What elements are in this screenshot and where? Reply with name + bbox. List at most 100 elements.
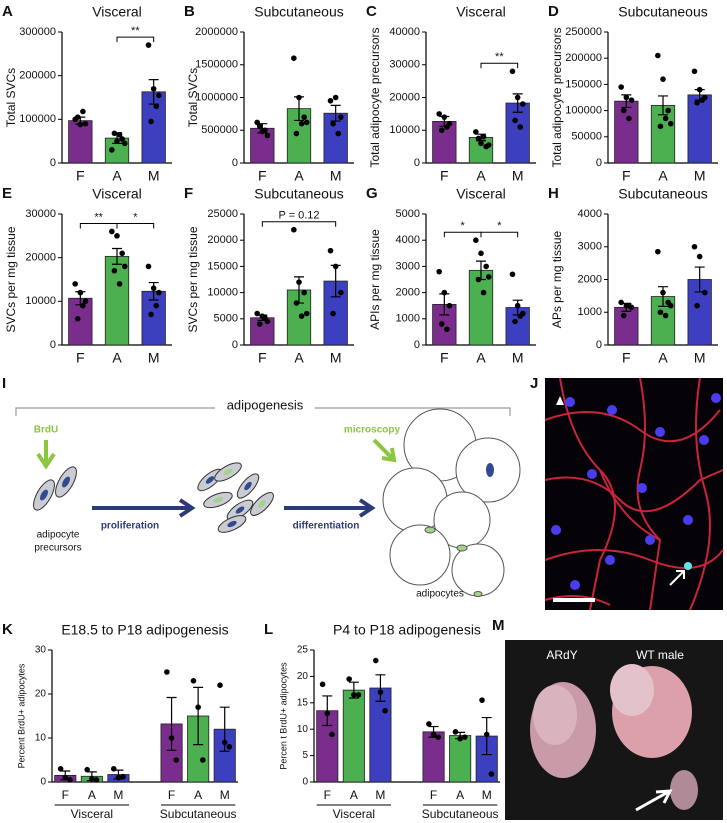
x-tick-label: M bbox=[330, 350, 342, 366]
data-point bbox=[691, 68, 698, 75]
x-tick-label: M bbox=[148, 168, 160, 184]
y-tick-label: 5 bbox=[302, 750, 308, 761]
panel-letter: J bbox=[530, 375, 538, 392]
data-point bbox=[520, 101, 526, 107]
data-point bbox=[296, 94, 302, 101]
bar bbox=[342, 689, 365, 783]
x-tick-label: M bbox=[220, 788, 230, 802]
data-point bbox=[435, 734, 442, 740]
data-point bbox=[319, 681, 326, 688]
data-point bbox=[327, 247, 334, 254]
x-tick-label: F bbox=[76, 350, 85, 366]
photo: M ARdY WT male bbox=[492, 617, 723, 820]
y-tick-label: 4000 bbox=[396, 234, 420, 246]
data-point bbox=[153, 103, 160, 110]
y-tick-label: 1000000 bbox=[195, 91, 238, 103]
y-tick-label: 15 bbox=[297, 697, 309, 708]
y-tick-label: 25 bbox=[297, 645, 309, 656]
data-point bbox=[377, 689, 384, 696]
y-tick-label: 3000 bbox=[578, 241, 602, 253]
significance-label: P = 0.12 bbox=[278, 210, 319, 222]
y-tick-label: 0 bbox=[414, 157, 420, 169]
y-tick-label: 5000 bbox=[396, 208, 420, 220]
x-tick-label: F bbox=[62, 788, 69, 802]
x-tick-label: M bbox=[148, 350, 160, 366]
data-point bbox=[426, 721, 432, 727]
significance-label: * bbox=[497, 220, 502, 232]
data-point bbox=[256, 123, 263, 130]
data-point bbox=[77, 121, 84, 128]
precursor-cells bbox=[33, 466, 77, 511]
arrow bbox=[635, 789, 673, 812]
y-tick-label: 3000 bbox=[396, 260, 420, 272]
data-point bbox=[436, 268, 442, 275]
data-point bbox=[618, 84, 624, 90]
data-point bbox=[457, 735, 463, 742]
data-point bbox=[298, 120, 305, 127]
x-tick-label: F bbox=[622, 350, 631, 366]
data-point bbox=[116, 131, 123, 138]
data-point bbox=[512, 117, 518, 124]
y-tick-label: 2000 bbox=[578, 273, 602, 285]
y-tick-label: 10000 bbox=[25, 295, 56, 307]
arrowhead bbox=[556, 396, 564, 405]
data-point bbox=[485, 274, 492, 280]
y-tick-label: 30000 bbox=[25, 208, 56, 220]
chart-title: Visceral bbox=[92, 186, 142, 202]
label-bg bbox=[215, 398, 315, 416]
data-point bbox=[473, 129, 479, 135]
chart-title: Subcutaneous bbox=[254, 4, 344, 20]
data-point bbox=[293, 300, 300, 306]
data-point bbox=[62, 774, 69, 781]
data-point bbox=[173, 757, 180, 763]
data-point bbox=[655, 52, 661, 59]
data-point bbox=[145, 42, 152, 48]
data-point bbox=[291, 226, 297, 233]
x-tick-label: F bbox=[440, 350, 449, 366]
x-tick-label: M bbox=[512, 168, 524, 184]
y-axis-label: SVCs per mg tissue bbox=[4, 226, 18, 332]
y-axis-label: SVCs per mg tissue bbox=[186, 226, 200, 332]
data-point bbox=[301, 289, 307, 296]
data-point bbox=[262, 314, 268, 321]
photo-label: WT male bbox=[636, 648, 684, 662]
significance-label: ** bbox=[131, 25, 140, 37]
panel-letter: H bbox=[548, 185, 559, 202]
data-point bbox=[89, 776, 95, 782]
x-tick-label: M bbox=[694, 350, 706, 366]
data-point bbox=[657, 123, 664, 130]
data-point bbox=[301, 114, 307, 120]
chart-title: Visceral bbox=[456, 186, 506, 202]
y-axis-label: Percen t BrdU+ adipocytes bbox=[278, 662, 288, 770]
data-point bbox=[164, 669, 170, 675]
step-label: differentiation bbox=[293, 521, 360, 532]
x-tick-label: F bbox=[622, 168, 631, 184]
data-point bbox=[657, 309, 664, 316]
panel-letter: F bbox=[184, 185, 193, 202]
data-point bbox=[115, 774, 122, 781]
x-tick-label: A bbox=[350, 788, 358, 802]
y-tick-label: 0 bbox=[50, 339, 56, 351]
chart-title: Visceral bbox=[92, 4, 142, 20]
x-tick-label: F bbox=[168, 788, 175, 802]
x-tick-label: F bbox=[324, 788, 331, 802]
tissue bbox=[670, 770, 698, 810]
y-tick-label: 20 bbox=[297, 671, 309, 682]
x-tick-label: F bbox=[258, 168, 267, 184]
data-point bbox=[446, 302, 453, 309]
y-tick-label: 10000 bbox=[207, 287, 238, 299]
data-point bbox=[517, 313, 524, 319]
y-tick-label: 30 bbox=[35, 645, 47, 656]
data-point bbox=[303, 119, 310, 126]
y-tick-label: 0 bbox=[414, 339, 420, 351]
group-label: Visceral bbox=[71, 807, 113, 821]
significance-label: ** bbox=[94, 211, 103, 223]
data-point bbox=[109, 147, 115, 153]
y-tick-label: 0 bbox=[50, 157, 56, 169]
tracer-label: BrdU bbox=[34, 425, 58, 436]
y-tick-label: 0 bbox=[302, 777, 308, 788]
data-point bbox=[293, 130, 300, 137]
chart-title: Subcutaneous bbox=[254, 186, 344, 202]
precursor-label: adipocyte bbox=[37, 530, 80, 541]
